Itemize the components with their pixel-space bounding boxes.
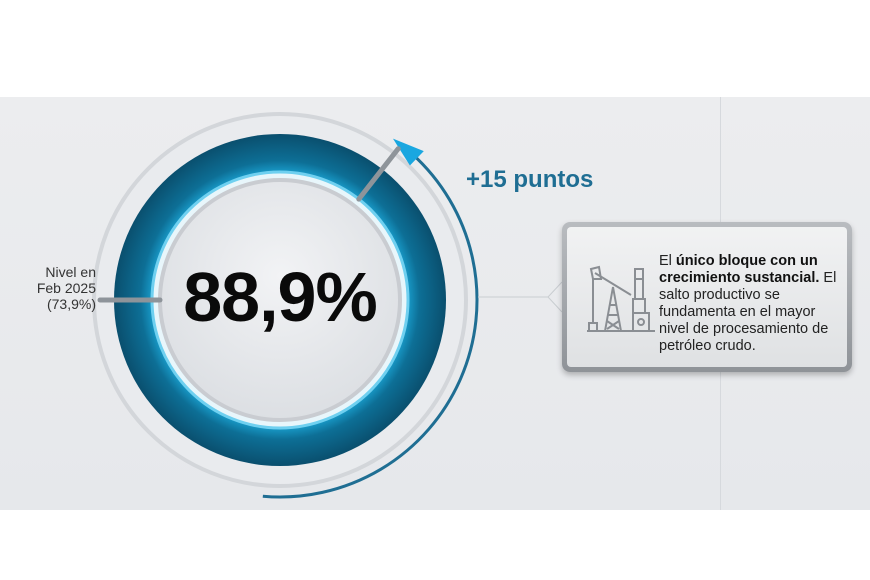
callout-body: El salto productivo se fundamenta en el … xyxy=(659,270,837,354)
previous-label-line: Feb 2025 xyxy=(36,280,96,296)
oil-pumpjack-icon xyxy=(587,265,655,332)
current-level-tick xyxy=(356,146,401,202)
previous-label-line: Nivel en xyxy=(45,264,96,280)
callout-prefix: El xyxy=(659,253,676,269)
callout-text: El único bloque con un crecimiento susta… xyxy=(659,253,849,355)
connector-notch xyxy=(547,281,563,313)
previous-level-label: Nivel en Feb 2025 (73,9%) xyxy=(20,264,96,312)
callout-highlight: único bloque con un crecimiento sustanci… xyxy=(659,253,820,286)
change-arc xyxy=(262,152,479,499)
gauge-value: 88,9% xyxy=(183,258,377,336)
arrowhead-icon xyxy=(392,138,424,166)
change-label: +15 puntos xyxy=(466,166,594,193)
previous-label-line: (73,9%) xyxy=(46,296,96,312)
callout-box: El único bloque con un crecimiento susta… xyxy=(562,222,852,372)
